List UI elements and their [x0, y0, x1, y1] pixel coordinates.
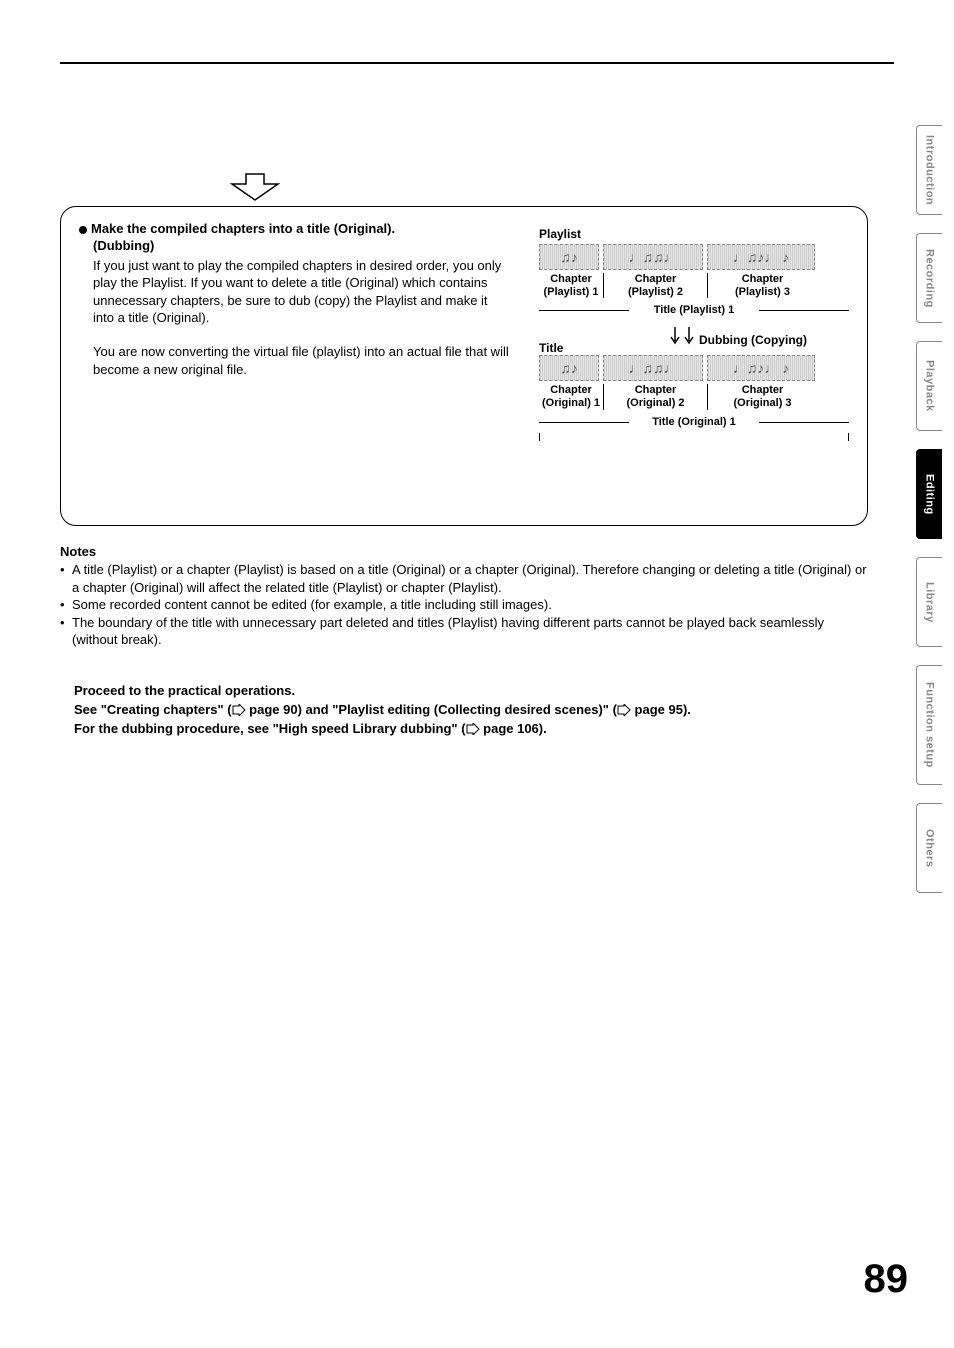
tab-others[interactable]: Others — [916, 803, 942, 893]
original-ch-1: Chapter(Original) 1 — [539, 384, 603, 409]
paragraph-2: You are now converting the virtual file … — [93, 343, 509, 378]
playlist-strip-1: ♫♪ — [539, 244, 599, 270]
down-arrow-icon — [228, 172, 282, 202]
tab-editing[interactable]: Editing — [916, 449, 942, 539]
proceed-line1: Proceed to the practical operations. — [74, 682, 864, 701]
tab-label: Function setup — [924, 682, 936, 768]
note-item: The boundary of the title with unnecessa… — [60, 614, 868, 649]
title-playlist-line: Title (Playlist) 1 — [539, 301, 849, 319]
title-original-text: Title (Original) 1 — [648, 416, 740, 428]
tab-label: Recording — [924, 249, 936, 308]
proceed-line3: For the dubbing procedure, see "High spe… — [74, 720, 864, 739]
tab-introduction[interactable]: Introduction — [916, 125, 942, 215]
playlist-ch-2: Chapter(Playlist) 2 — [603, 273, 707, 298]
title-heading: Title — [539, 341, 563, 355]
playlist-strip-row: ♫♪ ♩♫♫♩ ♩♫♪♩ ♪ — [539, 244, 849, 270]
original-chapter-labels: Chapter(Original) 1 Chapter(Original) 2 … — [539, 384, 849, 409]
content-box: Make the compiled chapters into a title … — [60, 206, 868, 526]
tab-function-setup[interactable]: Function setup — [916, 665, 942, 785]
notes-heading: Notes — [60, 544, 868, 559]
page-number: 89 — [864, 1257, 909, 1302]
playlist-ch-3: Chapter(Playlist) 3 — [707, 273, 817, 298]
diagram: Playlist ♫♪ ♩♫♫♩ ♩♫♪♩ ♪ Chapter(Playlist… — [539, 227, 849, 441]
top-rule — [60, 62, 894, 64]
side-tabs: Introduction Recording Playback Editing … — [916, 125, 942, 893]
tab-playback[interactable]: Playback — [916, 341, 942, 431]
tab-label: Others — [924, 829, 936, 867]
tab-label: Library — [924, 582, 936, 623]
tab-label: Editing — [924, 474, 936, 515]
title-strip-1: ♫♪ — [539, 355, 599, 381]
title-strip-2: ♩♫♫♩ — [603, 355, 703, 381]
proceed-line2: See "Creating chapters" ( page 90) and "… — [74, 701, 864, 720]
playlist-strip-3: ♩♫♪♩ ♪ — [707, 244, 815, 270]
dubbing-arrows-icon — [669, 325, 697, 351]
heading-line2: (Dubbing) — [93, 238, 509, 255]
bullet-icon — [79, 226, 87, 234]
left-column: Make the compiled chapters into a title … — [79, 221, 509, 378]
note-item: Some recorded content cannot be edited (… — [60, 596, 868, 614]
original-ch-2: Chapter(Original) 2 — [603, 384, 707, 409]
tab-label: Playback — [924, 360, 936, 412]
page-ref-arrow-icon — [617, 704, 631, 716]
dubbing-label: Dubbing (Copying) — [699, 333, 807, 347]
paragraph-1: If you just want to play the compiled ch… — [93, 257, 509, 327]
note-item: A title (Playlist) or a chapter (Playlis… — [60, 561, 868, 596]
notes-block: Notes A title (Playlist) or a chapter (P… — [60, 544, 868, 649]
proceed-block: Proceed to the practical operations. See… — [74, 682, 864, 739]
title-original-line: Title (Original) 1 — [539, 413, 849, 431]
title-strip-3: ♩♫♪♩ ♪ — [707, 355, 815, 381]
title-playlist-text: Title (Playlist) 1 — [650, 304, 739, 316]
tab-recording[interactable]: Recording — [916, 233, 942, 323]
playlist-chapter-labels: Chapter(Playlist) 1 Chapter(Playlist) 2 … — [539, 273, 849, 298]
tab-library[interactable]: Library — [916, 557, 942, 647]
playlist-ch-1: Chapter(Playlist) 1 — [539, 273, 603, 298]
notes-list: A title (Playlist) or a chapter (Playlis… — [60, 561, 868, 649]
heading-line1: Make the compiled chapters into a title … — [91, 221, 395, 236]
title-strip-row: ♫♪ ♩♫♫♩ ♩♫♪♩ ♪ — [539, 355, 849, 381]
section-heading: Make the compiled chapters into a title … — [79, 221, 509, 255]
playlist-heading: Playlist — [539, 227, 849, 241]
dubbing-row: Title Dubbing (Copying) — [539, 325, 849, 355]
original-ch-3: Chapter(Original) 3 — [707, 384, 817, 409]
bottom-bracket — [539, 433, 849, 441]
page-ref-arrow-icon — [466, 723, 480, 735]
tab-label: Introduction — [924, 135, 936, 205]
page-ref-arrow-icon — [232, 704, 246, 716]
playlist-strip-2: ♩♫♫♩ — [603, 244, 703, 270]
